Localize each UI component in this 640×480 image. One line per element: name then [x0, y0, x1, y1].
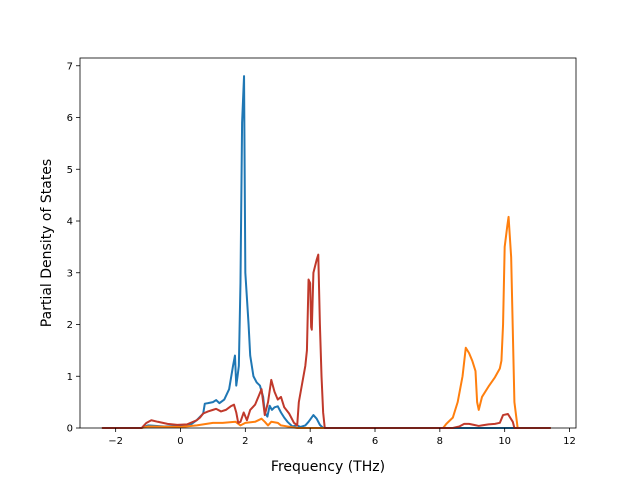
- y-axis: 0 1 2 3 4 5 6 7: [67, 61, 80, 435]
- series-line-2: [101, 215, 552, 429]
- y-tick-label: 4: [67, 217, 73, 228]
- x-tick-label: −2: [108, 436, 123, 447]
- y-tick-label: 7: [67, 61, 73, 72]
- x-tick-label: 0: [177, 436, 183, 447]
- y-tick-label: 5: [67, 165, 73, 176]
- y-tick-label: 0: [67, 424, 73, 435]
- x-tick-label: 8: [437, 436, 443, 447]
- x-tick-label: 10: [498, 436, 511, 447]
- plot-area: [79, 57, 577, 429]
- axes-frame: [79, 57, 577, 429]
- y-tick-label: 1: [67, 372, 73, 383]
- y-tick-label: 2: [67, 320, 73, 331]
- x-tick-label: 4: [307, 436, 313, 447]
- x-axis: −2 0 2 4 6 8 10 12: [108, 428, 576, 447]
- y-tick-label: 6: [67, 113, 73, 124]
- y-axis-title: Partial Density of States: [39, 159, 55, 327]
- x-tick-label: 12: [563, 436, 576, 447]
- x-tick-label: 2: [242, 436, 248, 447]
- series-layer: [101, 75, 552, 429]
- x-tick-label: 6: [372, 436, 378, 447]
- series-line-3: [101, 253, 552, 429]
- x-axis-title: Frequency (THz): [271, 459, 385, 475]
- y-tick-label: 3: [67, 268, 73, 279]
